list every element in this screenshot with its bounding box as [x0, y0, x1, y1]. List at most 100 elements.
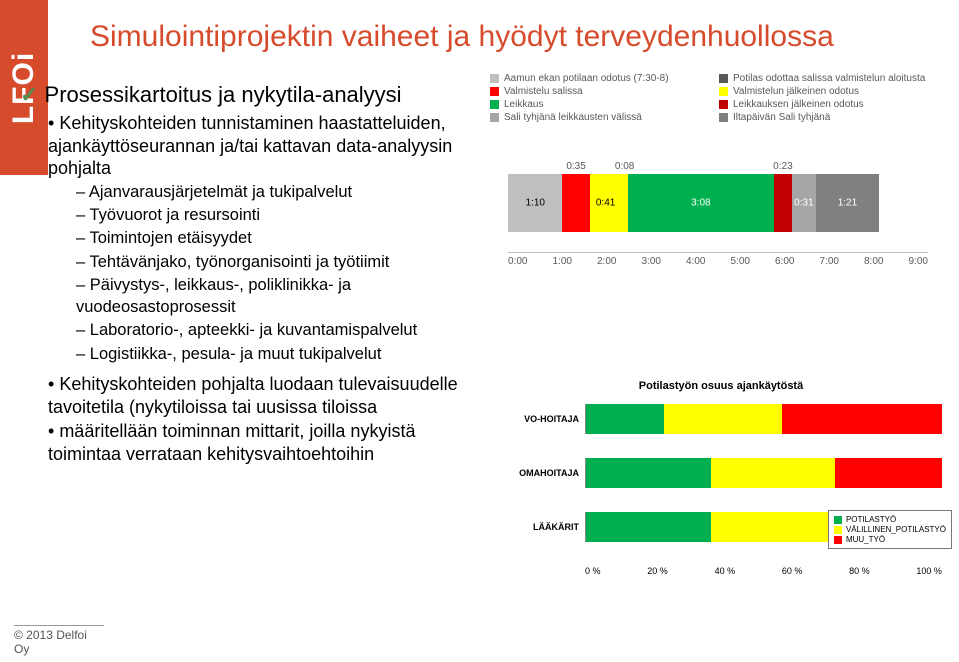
legend-swatch: [719, 87, 728, 96]
share-row-plot: [585, 404, 942, 434]
timeline-segment: 0:31: [792, 174, 816, 232]
timeline-legend-item: Iltapäivän Sali tyhjänä: [719, 111, 948, 124]
share-segment: [835, 458, 942, 488]
legend-swatch: [719, 100, 728, 109]
share-segment: [586, 512, 711, 542]
timeline-segment: 1:21: [816, 174, 879, 232]
share-chart: Potilastyön osuus ajankäytöstä VO-HOITAJ…: [500, 380, 942, 576]
segment-label: 3:08: [691, 198, 710, 209]
legend-label: Sali tyhjänä leikkausten välissä: [504, 112, 642, 123]
segment-label: 0:31: [794, 198, 813, 209]
share-segment: [711, 458, 836, 488]
segment-label: 1:21: [838, 198, 857, 209]
bullet-dash-item: Päivystys-, leikkaus-, poliklinikka- ja …: [76, 275, 490, 318]
bullet-sub1: Kehityskohteiden tunnistaminen haastatte…: [48, 112, 490, 180]
axis-tick: 3:00: [642, 256, 661, 267]
axis-tick: 7:00: [820, 256, 839, 267]
legend-label: Valmistelu salissa: [504, 86, 583, 97]
legend-label: Leikkaus: [504, 99, 543, 110]
legend-label: POTILASTYÖ: [846, 515, 896, 524]
timeline-chart: Aamun ekan potilaan odotus (7:30-8) Potil…: [490, 72, 948, 267]
bullet-dash-item: Laboratorio-, apteekki- ja kuvantamispal…: [76, 320, 490, 341]
segment-label: 0:41: [596, 198, 615, 209]
share-axis: 0 % 20 % 40 % 60 % 80 % 100 %: [585, 566, 942, 576]
axis-tick: 5:00: [731, 256, 750, 267]
legend-label: Leikkauksen jälkeinen odotus: [733, 99, 864, 110]
bullet-dash-item: Tehtävänjako, työnorganisointi ja työtii…: [76, 252, 490, 273]
share-segment: [664, 404, 781, 434]
segment-label: 1:10: [525, 198, 544, 209]
axis-tick: 8:00: [864, 256, 883, 267]
timeline-legend-item: Aamun ekan potilaan odotus (7:30-8): [490, 72, 719, 85]
share-title: Potilastyön osuus ajankäytöstä: [500, 380, 942, 392]
bullet-sub3: määritellään toiminnan mittarit, joilla …: [48, 420, 490, 465]
share-legend-item: POTILASTYÖ: [834, 515, 946, 524]
axis-tick: 9:00: [909, 256, 928, 267]
share-row: OMAHOITAJA: [500, 458, 942, 488]
legend-swatch: [719, 74, 728, 83]
axis-tick: 4:00: [686, 256, 705, 267]
share-axis-tick: 20 %: [647, 566, 668, 576]
share-row-plot: [585, 458, 942, 488]
share-row-label: LÄÄKÄRIT: [500, 522, 585, 532]
legend-swatch: [490, 100, 499, 109]
legend-label: Potilas odottaa salissa valmistelun aloi…: [733, 73, 925, 84]
share-axis-tick: 100 %: [916, 566, 942, 576]
share-row-label: OMAHOITAJA: [500, 468, 585, 478]
timeline-legend-item: Valmistelun jälkeinen odotus: [719, 85, 948, 98]
timeline-segment: 0:23: [774, 174, 792, 232]
bullet-sub2: Kehityskohteiden pohjalta luodaan tuleva…: [48, 373, 490, 418]
axis-tick: 6:00: [775, 256, 794, 267]
timeline-legend: Aamun ekan potilaan odotus (7:30-8) Potil…: [490, 72, 948, 124]
segment-label: 0:35: [566, 161, 585, 172]
share-legend: POTILASTYÖVÄLILLINEN_POTILASTYÖMUU_TYÖ: [828, 510, 952, 549]
timeline-segment: 0:41: [590, 174, 622, 232]
timeline-legend-item: Potilas odottaa salissa valmistelun aloi…: [719, 72, 948, 85]
page-title: Simulointiprojektin vaiheet ja hyödyt te…: [90, 20, 834, 54]
bullet-dash-item: Työvuorot ja resursointi: [76, 205, 490, 226]
bullet-list: Prosessikartoitus ja nykytila-analyysi K…: [20, 82, 490, 467]
legend-swatch: [490, 113, 499, 122]
axis-tick: 0:00: [508, 256, 527, 267]
legend-swatch: [719, 113, 728, 122]
timeline-segment: 0:35: [562, 174, 589, 232]
legend-label: VÄLILLINEN_POTILASTYÖ: [846, 525, 946, 534]
share-segment: [586, 458, 711, 488]
share-axis-tick: 40 %: [715, 566, 736, 576]
timeline-segment: 3:08: [628, 174, 774, 232]
bullet-dash-item: Ajanvarausjärjetelmät ja tukipalvelut: [76, 182, 490, 203]
legend-label: MUU_TYÖ: [846, 535, 885, 544]
legend-swatch: [490, 87, 499, 96]
legend-label: Aamun ekan potilaan odotus (7:30-8): [504, 73, 669, 84]
share-row: VO-HOITAJA: [500, 404, 942, 434]
timeline-legend-item: Leikkaus: [490, 98, 719, 111]
share-legend-item: VÄLILLINEN_POTILASTYÖ: [834, 525, 946, 534]
share-axis-tick: 80 %: [849, 566, 870, 576]
segment-label: 0:23: [773, 161, 792, 172]
axis-tick: 1:00: [553, 256, 572, 267]
segment-label: 0:08: [615, 161, 634, 172]
bullet-dash-item: Toimintojen etäisyydet: [76, 228, 490, 249]
legend-label: Iltapäivän Sali tyhjänä: [733, 112, 830, 123]
legend-swatch: [834, 516, 842, 524]
share-segment: [586, 404, 664, 434]
share-segment: [782, 404, 942, 434]
bullet-top: Prosessikartoitus ja nykytila-analyysi: [20, 82, 490, 108]
share-axis-tick: 0 %: [585, 566, 601, 576]
bullet-dash-item: Logistiikka-, pesula- ja muut tukipalvel…: [76, 344, 490, 365]
axis-tick: 2:00: [597, 256, 616, 267]
legend-swatch: [490, 74, 499, 83]
share-legend-item: MUU_TYÖ: [834, 535, 946, 544]
legend-swatch: [834, 526, 842, 534]
footer-copyright: © 2013 Delfoi Oy: [14, 625, 104, 656]
legend-swatch: [834, 536, 842, 544]
legend-label: Valmistelun jälkeinen odotus: [733, 86, 859, 97]
share-axis-tick: 60 %: [782, 566, 803, 576]
timeline-legend-item: Sali tyhjänä leikkausten välissä: [490, 111, 719, 124]
timeline-legend-item: Valmistelu salissa: [490, 85, 719, 98]
share-row-label: VO-HOITAJA: [500, 414, 585, 424]
timeline-segment: 1:10: [508, 174, 562, 232]
timeline-legend-item: Leikkauksen jälkeinen odotus: [719, 98, 948, 111]
timeline-axis: 0:00 1:00 2:00 3:00 4:00 5:00 6:00 7:00 8:00 9:00: [508, 252, 928, 267]
timeline-bar: 1:100:350:410:083:080:230:311:21: [508, 174, 928, 232]
